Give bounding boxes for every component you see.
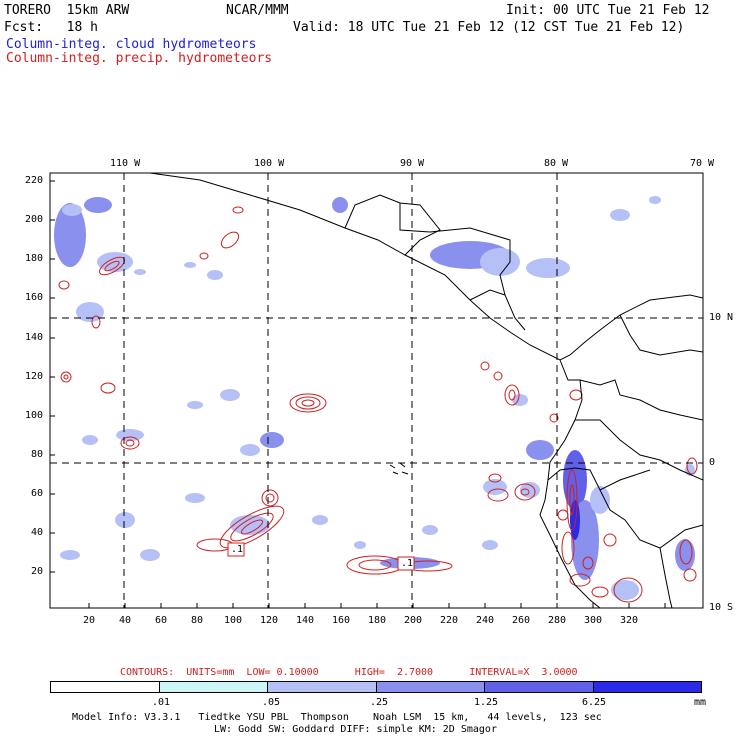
y-tick-label: 160 (25, 292, 44, 303)
colorbar-label: .25 (370, 697, 389, 708)
x-tick-label: 320 (620, 615, 639, 626)
model-title: TORERO 15km ARW (4, 3, 130, 18)
org-label: NCAR/MMM (226, 3, 289, 18)
model-info-physics: LW: Godd SW: Goddard DIFF: simple KM: 2D… (214, 724, 497, 735)
legend-precip: Column-integ. precip. hydrometeors (6, 51, 273, 66)
colorbar-units: mm (694, 697, 707, 708)
map-area (50, 173, 703, 608)
y-tick-label: 120 (25, 371, 44, 382)
contour-marker-boxes (227, 542, 415, 571)
x-tick-label: 220 (440, 615, 459, 626)
contour-marker-box (397, 556, 415, 571)
x-tick-label: 40 (119, 615, 132, 626)
x-tick-label: 20 (83, 615, 96, 626)
x-tick-label: 100 (224, 615, 243, 626)
lat-label: 10 S (709, 602, 734, 613)
contour-marker-label: .1 (231, 544, 244, 555)
y-tick-label: 140 (25, 332, 44, 343)
y-tick-label: 220 (25, 175, 44, 186)
colorbar-segment (593, 682, 701, 692)
lat-label: 10 N (709, 312, 734, 323)
x-tick-label: 180 (368, 615, 387, 626)
init-time: Init: 00 UTC Tue 21 Feb 12 (506, 3, 710, 18)
colorbar-label: 6.25 (582, 697, 607, 708)
colorbar-label: .01 (152, 697, 171, 708)
colorbar-segment (268, 682, 377, 692)
lon-label: 90 W (400, 158, 425, 169)
lon-label: 100 W (254, 158, 285, 169)
lat-label: 0 (709, 457, 716, 468)
tick-marks (50, 180, 666, 608)
contour-marker-label: .1 (401, 558, 414, 569)
x-tick-label: 80 (191, 615, 204, 626)
legend-cloud: Column-integ. cloud hydrometeors (6, 37, 257, 52)
y-tick-label: 200 (25, 214, 44, 225)
contour-info: CONTOURS: UNITS=mm LOW= 0.10000 HIGH= 2.… (120, 667, 578, 678)
lon-label: 80 W (544, 158, 569, 169)
contour-marker-box (227, 542, 245, 557)
colorbar-label: 1.25 (474, 697, 499, 708)
cloud-field (54, 196, 695, 600)
x-tick-label: 140 (296, 615, 315, 626)
x-tick-label: 200 (404, 615, 423, 626)
latlon-grid (50, 173, 703, 608)
lon-label: 70 W (690, 158, 715, 169)
x-tick-label: 280 (548, 615, 567, 626)
x-tick-label: 60 (155, 615, 168, 626)
x-tick-label: 300 (584, 615, 603, 626)
y-tick-label: 180 (25, 253, 44, 264)
colorbar-label: .05 (262, 697, 281, 708)
x-tick-label: 260 (512, 615, 531, 626)
y-tick-label: 80 (31, 449, 44, 460)
lon-label: 110 W (110, 158, 141, 169)
precip-contours (58, 206, 698, 603)
y-tick-label: 100 (25, 410, 44, 421)
x-tick-label: 160 (332, 615, 351, 626)
x-tick-label: 120 (260, 615, 279, 626)
colorbar-segment (159, 682, 268, 692)
colorbar-segment (485, 682, 594, 692)
y-tick-label: 60 (31, 488, 44, 499)
colorbar-segment (51, 682, 160, 692)
model-info: Model Info: V3.3.1 Tiedtke YSU PBL Thomp… (72, 712, 602, 723)
colorbar (50, 681, 702, 693)
colorbar-segment (376, 682, 485, 692)
x-tick-label: 240 (476, 615, 495, 626)
y-tick-label: 20 (31, 566, 44, 577)
valid-time: Valid: 18 UTC Tue 21 Feb 12 (12 CST Tue … (293, 20, 685, 35)
forecast-hour: Fcst: 18 h (4, 20, 98, 35)
y-tick-label: 40 (31, 527, 44, 538)
